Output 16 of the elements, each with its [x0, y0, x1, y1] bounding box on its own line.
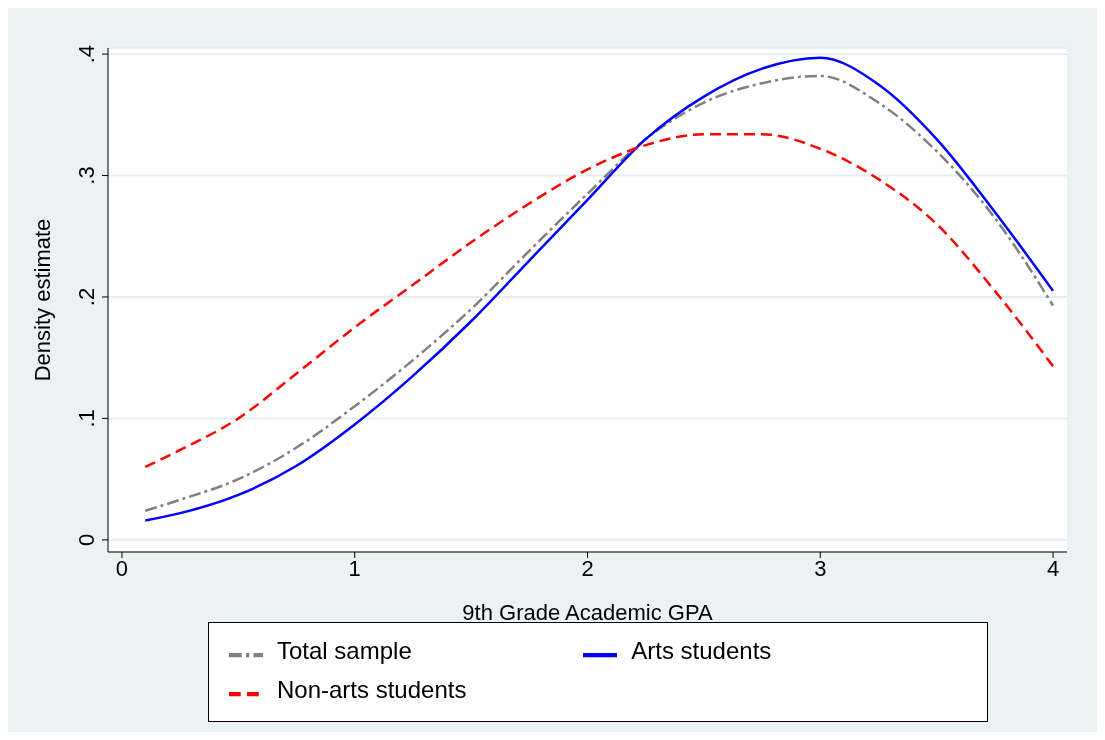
- x-tick-label: 2: [581, 555, 594, 581]
- x-axis-title: 9th Grade Academic GPA: [462, 600, 713, 625]
- legend-label: Non-arts students: [277, 676, 467, 703]
- legend-label: Arts students: [631, 637, 772, 664]
- y-tick-label: .1: [74, 409, 99, 428]
- x-tick-label: 4: [1046, 555, 1060, 581]
- y-tick-label: 0: [74, 533, 99, 546]
- line-series: [143, 132, 1055, 469]
- y-axis-title: Density estimate: [29, 218, 55, 382]
- y-tick-label: .3: [74, 166, 99, 185]
- x-tick-label: 1: [348, 555, 361, 581]
- y-tick-label: .4: [74, 44, 99, 64]
- x-tick-label: 3: [814, 555, 827, 581]
- y-tick-label: .2: [74, 287, 99, 307]
- x-tick-label: 0: [115, 555, 129, 581]
- legend-label: Total sample: [277, 637, 412, 664]
